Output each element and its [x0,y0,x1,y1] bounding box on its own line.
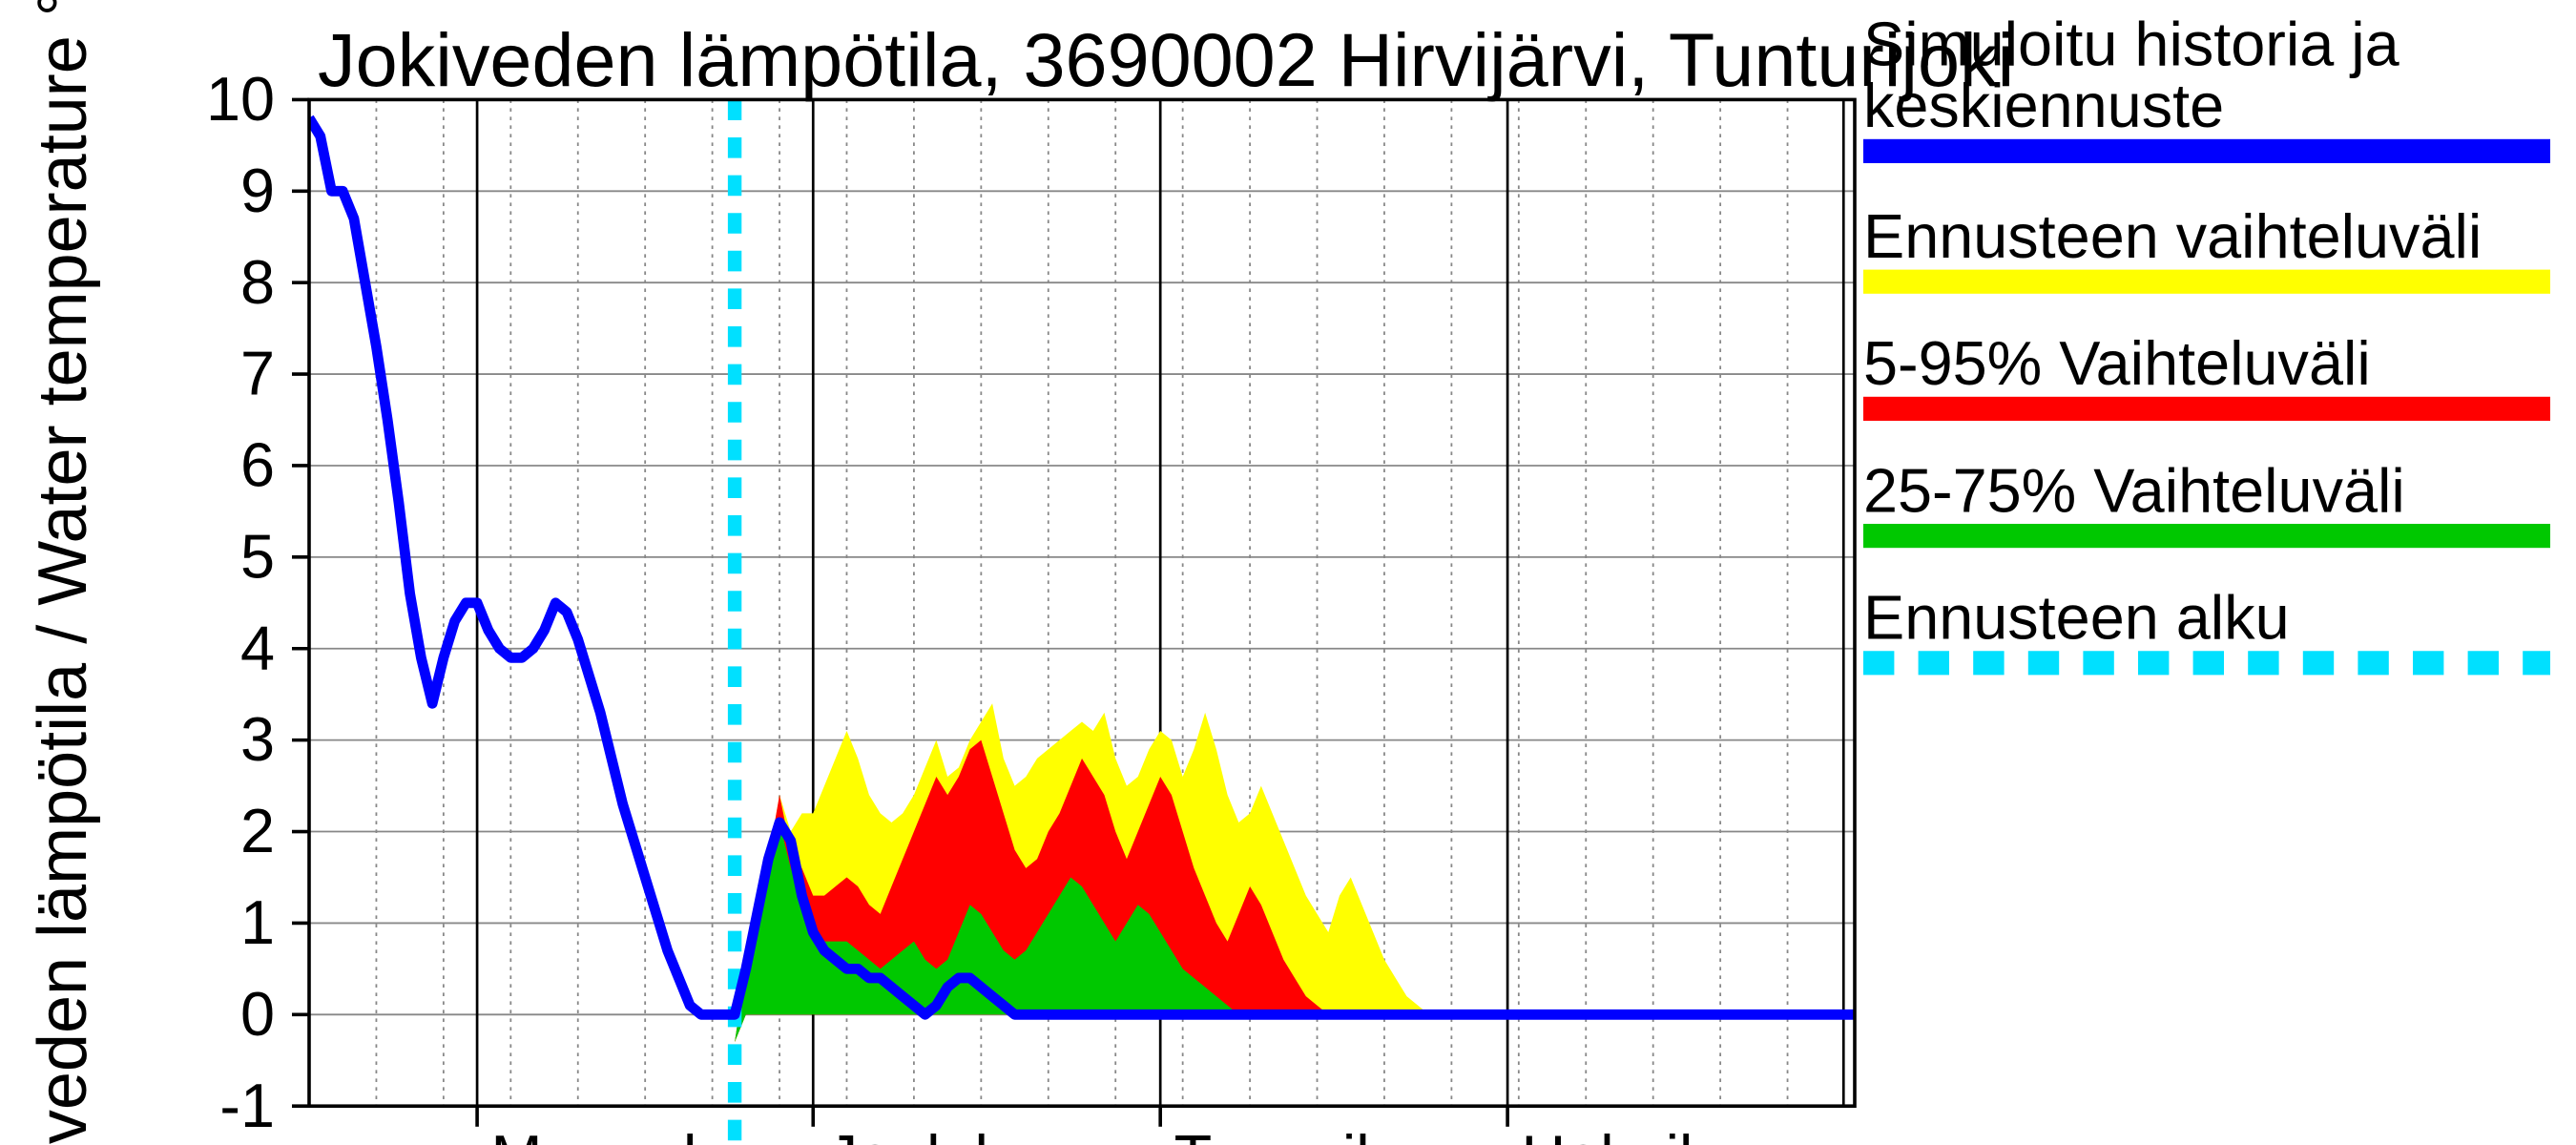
y-axis-label: Jokiveden lämpötila / Water temperature … [25,0,101,1145]
month-label: Marraskuu [490,1122,782,1145]
month-label: Helmikuu [1521,1122,1778,1145]
legend-label: Simuloitu historia ja [1863,9,2400,78]
legend-label: keskiennuste [1863,71,2224,140]
legend-swatch [1863,397,2550,421]
forecast-chart: -1012345678910Marraskuu2024JoulukuuDecem… [0,0,2576,1145]
ytick-label: 3 [240,704,275,774]
ytick-label: 1 [240,887,275,957]
chart-title: Jokiveden lämpötila, 3690002 Hirvijärvi,… [318,17,2014,102]
month-label: Tammikuu [1174,1122,1456,1145]
ytick-label: 0 [240,979,275,1049]
legend-label: Ennusteen vaihteluväli [1863,201,2482,271]
ytick-label: 4 [240,613,275,682]
ytick-label: -1 [219,1071,275,1140]
month-label: Joulukuu [827,1122,1074,1145]
legend-swatch [1863,270,2550,294]
legend-swatch [1863,524,2550,548]
legend-label: Ennusteen alku [1863,583,2290,653]
ytick-label: 6 [240,430,275,500]
legend-swatch [1863,139,2550,163]
ytick-label: 8 [240,247,275,317]
legend-label: 5-95% Vaihteluväli [1863,328,2371,398]
ytick-label: 9 [240,156,275,225]
legend-label: 25-75% Vaihteluväli [1863,455,2405,525]
ytick-label: 5 [240,521,275,591]
ytick-label: 10 [206,64,275,134]
ytick-label: 2 [240,796,275,865]
ytick-label: 7 [240,339,275,408]
